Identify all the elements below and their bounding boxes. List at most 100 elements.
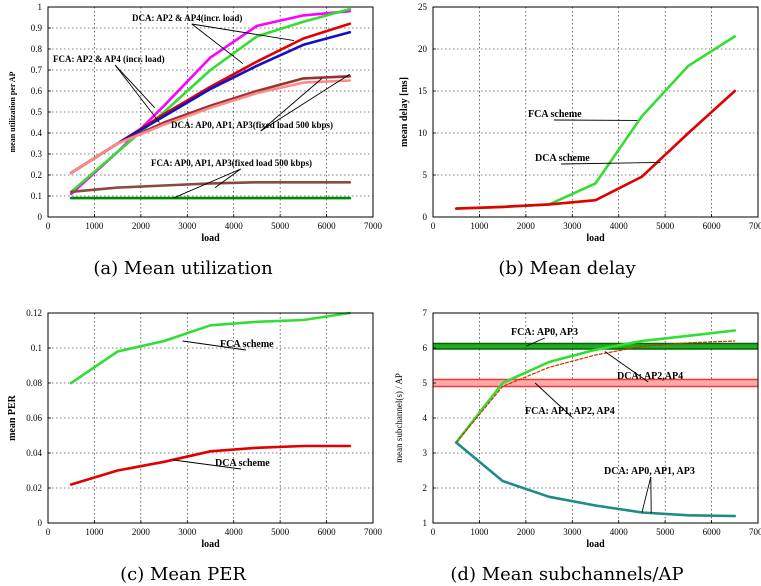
series-line-1 [454,35,737,210]
y-tick-label: 10 [418,128,428,138]
y-axis-label: mean utilization per AP [8,71,17,152]
series-line-3 [454,441,737,518]
annotation-leader [604,351,649,383]
annotation-label: FCA: AP0, AP3 [511,327,578,338]
annotation-label: FCA: AP1, AP2, AP4 [525,406,615,417]
panel-caption: (b) Mean delay [498,258,636,279]
annotation-leader [173,168,241,199]
annotation-label: DCA: AP0, AP1, AP3 [604,466,695,477]
annotation-label: DCA: AP2,AP4 [617,371,683,382]
y-tick-label: 0.02 [26,483,42,493]
annotation-label: DCA: AP0, AP1, AP3(fixed load 500 kbps) [171,120,333,130]
x-tick-label: 5000 [271,221,290,231]
x-tick-label: 3000 [563,221,582,231]
x-tick-label: 2000 [517,527,536,537]
y-tick-label: 3 [423,448,428,458]
annotation-leader [182,340,247,351]
series-line-1 [69,311,352,385]
series-line-2 [455,340,736,444]
y-tick-label: 0.06 [26,413,42,423]
annotation-label: DCA scheme [535,153,590,164]
y-tick-label: 0.1 [31,191,42,201]
chart-panel-1: 0 1000 2000 3000 4000 5000 6000 7000 0 0.1 0.2 0.3 0… [8,2,383,279]
x-tick-label: 7000 [749,527,761,537]
x-tick-label: 3000 [563,527,582,537]
x-tick-label: 7000 [364,527,383,537]
panel-caption: (a) Mean utilization [93,258,273,279]
annotation-label: FCA: AP0, AP1, AP3(fixed load 500 kbps) [151,158,312,168]
x-tick-label: 1000 [470,221,489,231]
annotation-leader [214,168,241,188]
annotation-leader [260,73,351,132]
x-tick-label: 6000 [703,527,722,537]
x-axis-label: load [201,233,220,244]
annotation-leader [641,476,652,513]
y-tick-label: 0.1 [31,343,42,353]
band-fill-1 [433,343,758,350]
x-tick-label: 2000 [132,527,151,537]
annotation-label: DCA: AP2 & AP4(incr. load) [132,13,242,23]
y-tick-label: 1 [38,2,43,12]
y-tick-label: 0.5 [31,107,43,117]
y-tick-label: 4 [423,413,428,423]
annotation-leader [534,382,573,418]
x-tick-label: 4000 [225,527,244,537]
y-tick-label: 7 [423,308,428,318]
chart-panel-3: 0 1000 2000 3000 4000 5000 6000 7000 0 0.02 0.04 0.… [7,308,383,585]
series-line-1 [454,329,737,444]
x-tick-label: 4000 [610,527,629,537]
band-fill-2 [433,379,758,387]
series-line-2 [69,444,352,486]
x-tick-label: 2000 [517,221,536,231]
y-tick-label: 0.08 [26,378,42,388]
y-tick-label: 2 [423,483,428,493]
annotation-label: DCA scheme [215,458,270,469]
x-axis-label: load [586,539,605,550]
series-line-2 [454,89,737,210]
plot-frame [432,6,759,218]
y-tick-label: 0.6 [31,86,43,96]
series-line-7 [69,181,352,194]
y-axis-label: mean PER [7,394,18,441]
annotation-label: FCA: AP2 & AP4 (incr. load) [53,54,165,64]
y-tick-label: 1 [423,518,428,528]
x-tick-label: 2000 [132,221,151,231]
annotation-leader [114,64,156,109]
x-tick-label: 1000 [85,527,104,537]
y-tick-label: 0.7 [31,65,43,75]
x-tick-label: 0 [46,221,51,231]
annotation-leader [525,337,545,347]
x-tick-label: 3000 [178,527,197,537]
panel-caption: (c) Mean PER [120,564,246,585]
chart-panel-2: 0 1000 2000 3000 4000 5000 6000 7000 0 5 10 15 20 25 l… [399,2,761,279]
annotation-leader [191,23,244,65]
series-line-3 [69,22,352,175]
y-tick-label: 0.04 [26,448,42,458]
annotation-leader [191,23,295,42]
x-tick-label: 6000 [318,527,337,537]
y-tick-label: 0.9 [31,23,43,33]
panel-caption: (d) Mean subchannels/AP [450,564,683,585]
y-tick-label: 0.8 [31,44,43,54]
y-tick-label: 6 [423,343,428,353]
chart-panel-4: 0 1000 2000 3000 4000 5000 6000 7000 1 2 3 4 5 6 7 load… [394,308,761,585]
series-line-6 [69,79,352,175]
y-tick-label: 0 [423,212,428,222]
x-tick-label: 7000 [749,221,761,231]
y-axis-label: mean delay [ms] [399,77,410,147]
annotation-label: FCA scheme [528,109,582,120]
y-tick-label: 0.2 [31,170,42,180]
y-tick-label: 5 [423,170,428,180]
x-tick-label: 5000 [656,527,675,537]
x-tick-label: 1000 [470,527,489,537]
y-tick-label: 15 [418,86,428,96]
y-tick-label: 5 [423,378,428,388]
x-tick-label: 0 [431,527,436,537]
annotation-leader [260,78,323,132]
x-axis-label: load [201,539,220,550]
x-tick-label: 6000 [703,221,722,231]
y-axis-label: mean subchannel(s) / AP [394,373,404,463]
x-tick-label: 1000 [85,221,104,231]
y-tick-label: 0.12 [26,308,42,318]
